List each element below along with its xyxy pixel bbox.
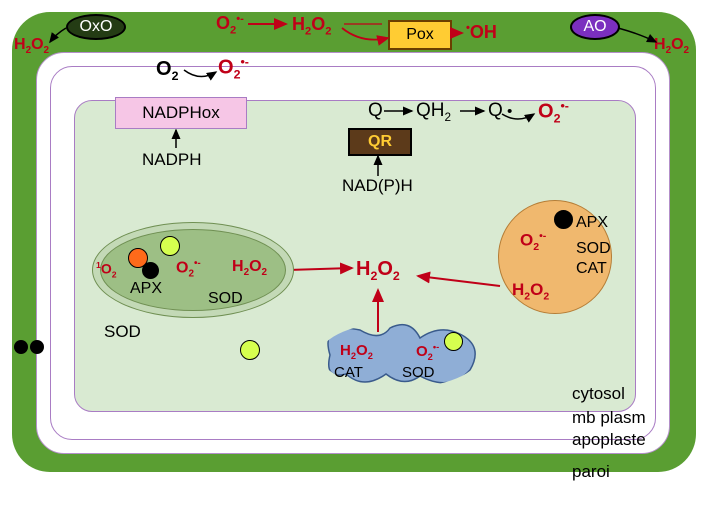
wall-dot-2: [30, 340, 44, 354]
chloro-o2rad: O2•-: [176, 258, 201, 280]
o2-radical-qchain: O2•-: [538, 99, 569, 126]
nadph-label: NADPH: [142, 150, 202, 170]
cyto-dot: [240, 340, 260, 360]
nadp-h-label: NAD(P)H: [342, 176, 413, 196]
perox-cat: CAT: [576, 260, 607, 278]
perox-o2rad: O2•-: [520, 230, 546, 253]
cyto-sod: SOD: [104, 322, 141, 342]
chloro-dot-black: [142, 262, 159, 279]
perox-apx: APX: [576, 214, 608, 232]
o2-radical-apoplast: O2•-: [218, 55, 249, 82]
singlet-o2: 1O2: [96, 260, 117, 279]
mito-sod: SOD: [402, 364, 435, 381]
q2-label: Q •: [488, 100, 512, 122]
perox-sod: SOD: [576, 240, 611, 258]
chloro-h2o2: H2O2: [232, 258, 267, 278]
qr-box: QR: [348, 128, 412, 156]
wall-dot-1: [14, 340, 28, 354]
mito-dot: [444, 332, 463, 351]
chloro-dot-green: [160, 236, 180, 256]
chloro-sod: SOD: [208, 290, 243, 308]
nadphox-box: NADPHox: [115, 97, 247, 129]
mito-h2o2: H2O2: [340, 342, 373, 361]
q-label: Q: [368, 100, 383, 122]
perox-h2o2: H2O2: [512, 280, 549, 302]
perox-dot: [554, 210, 573, 229]
mito-o2rad: O2•-: [416, 342, 439, 362]
qh2-label: QH2: [416, 100, 451, 124]
o2-apoplast: O2: [156, 58, 178, 83]
mito-cat: CAT: [334, 364, 363, 381]
center-h2o2: H2O2: [356, 258, 400, 283]
chloro-apx: APX: [130, 280, 162, 298]
